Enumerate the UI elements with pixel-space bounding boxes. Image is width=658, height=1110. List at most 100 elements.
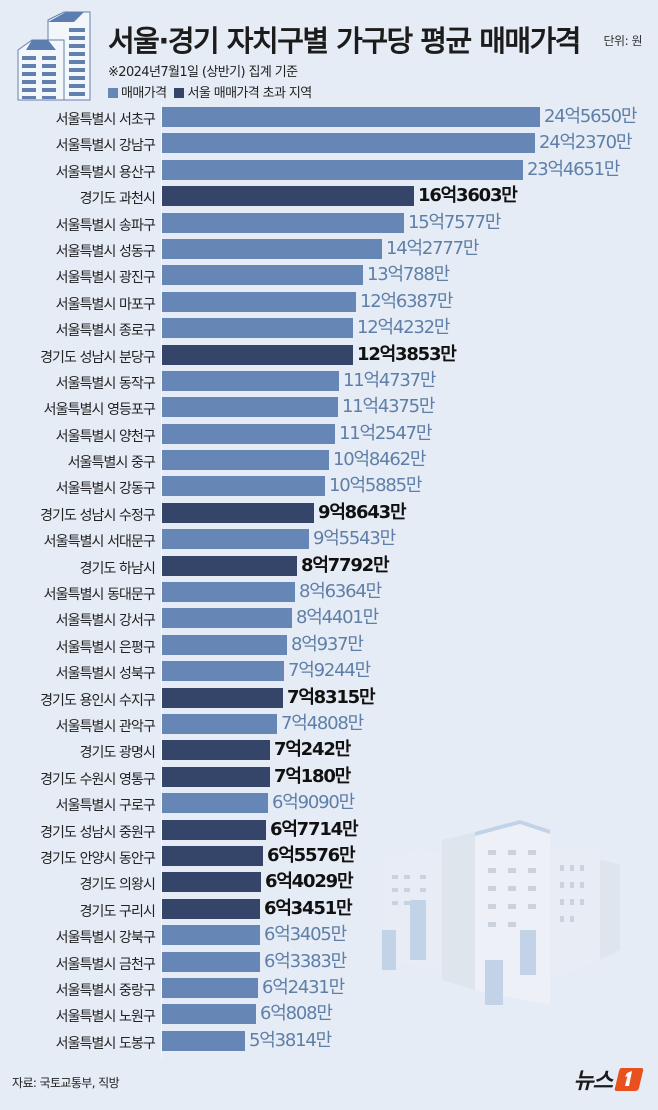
- bar: [162, 582, 295, 603]
- category-label: 서울특별시 송파구: [55, 217, 156, 234]
- bar-row: 경기도 의왕시 6억4029만: [0, 872, 658, 898]
- value-label: 12억4232만: [357, 317, 450, 339]
- category-label: 서울특별시 종로구: [55, 323, 156, 340]
- category-label: 서울특별시 광진구: [55, 270, 156, 287]
- value-label: 13억788만: [367, 264, 450, 286]
- category-label: 서울특별시 용산구: [55, 164, 156, 181]
- value-label: 7억9244만: [288, 660, 371, 682]
- category-label: 서울특별시 은평구: [55, 639, 156, 656]
- category-label: 서울특별시 성동구: [55, 243, 156, 260]
- value-label: 23억4651만: [527, 158, 620, 180]
- background-buildings-icon: [382, 820, 620, 1005]
- bar: [162, 687, 283, 708]
- bar-row: 서울특별시 동작구 11억4737만: [0, 369, 658, 397]
- legend-swatch-icon: [108, 88, 118, 98]
- bar: [162, 476, 325, 497]
- category-label: 서울특별시 노원구: [55, 1009, 156, 1026]
- bar-row: 서울특별시 금천구 6억3383만: [0, 950, 658, 978]
- bar: [162, 450, 329, 471]
- bar-row: 서울특별시 성동구 14억2777만: [0, 238, 658, 265]
- bar-row: 경기도 구리시 6억3451만: [0, 897, 658, 925]
- bar-row: 서울특별시 서대문구 9억5543만: [0, 529, 658, 555]
- bar-row: 경기도 수원시 영통구 7억180만: [0, 765, 658, 793]
- chart-title: 서울·경기 자치구별 가구당 평균 매매가격: [108, 24, 581, 58]
- category-label: 서울특별시 금천구: [55, 956, 156, 973]
- bar-row: 경기도 성남시 분당구 12억3853만: [0, 343, 658, 371]
- value-label: 6억5576만: [267, 844, 356, 866]
- bar-row: 경기도 과천시 16억3603만: [0, 186, 658, 212]
- category-label: 서울특별시 중구: [67, 455, 156, 472]
- bar: [162, 186, 414, 207]
- value-label: 8억6364만: [299, 581, 382, 603]
- category-label: 서울특별시 영등포구: [43, 402, 156, 419]
- bar: [162, 608, 292, 629]
- bar: [162, 529, 309, 550]
- category-label: 서울특별시 서초구: [55, 112, 156, 128]
- legend-item-seoul: 매매가격: [108, 82, 167, 101]
- category-label: 서울특별시 강서구: [55, 613, 156, 630]
- category-label: 서울특별시 관악구: [55, 718, 156, 735]
- legend: 매매가격 서울 매매가격 초과 지역: [108, 82, 312, 101]
- value-label: 8억7792만: [301, 554, 390, 576]
- bar-row: 서울특별시 송파구 15억7577만: [0, 212, 658, 239]
- bar-row: 경기도 안양시 동안구 6억5576만: [0, 844, 658, 872]
- value-label: 11억2547만: [339, 422, 432, 444]
- bar: [162, 291, 356, 312]
- value-label: 6억3405만: [264, 924, 347, 946]
- value-label: 6억7714만: [270, 818, 359, 840]
- bar: [162, 107, 540, 127]
- category-label: 서울특별시 동작구: [55, 375, 156, 392]
- bar: [162, 634, 287, 655]
- bar-row: 경기도 성남시 중원구 6억7714만: [0, 818, 658, 846]
- bar-row: 경기도 용인시 수지구 7억8315만: [0, 687, 658, 714]
- bar: [162, 1004, 256, 1025]
- category-label: 경기도 의왕시: [79, 877, 156, 894]
- bar-row: 서울특별시 성북구 7억9244만: [0, 661, 658, 687]
- category-label: 경기도 성남시 중원구: [40, 824, 156, 841]
- bar-row: 서울특별시 동대문구 8억6364만: [0, 582, 658, 608]
- bar-row: 서울특별시 광진구 13억788만: [0, 265, 658, 291]
- value-label: 8억937만: [291, 633, 364, 655]
- value-label: 12억3853만: [357, 343, 457, 365]
- category-label: 서울특별시 서대문구: [43, 534, 156, 551]
- bar: [162, 793, 268, 814]
- category-label: 서울특별시 동대문구: [43, 587, 156, 604]
- bar: [162, 397, 338, 418]
- value-label: 6억3451만: [264, 897, 353, 919]
- bar: [162, 265, 363, 286]
- bar: [162, 423, 335, 444]
- value-label: 5억3814만: [249, 1029, 332, 1051]
- bar-row: 서울특별시 중랑구 6억2431만: [0, 977, 658, 1004]
- bar: [162, 872, 261, 893]
- bar: [162, 212, 404, 233]
- chart-subtitle: ※2024년7월1일 (상반기) 집계 기준: [108, 65, 298, 80]
- value-label: 6억3383만: [264, 950, 347, 972]
- bar: [162, 159, 523, 180]
- bar-row: 서울특별시 용산구 23억4651만: [0, 158, 658, 186]
- bar: [162, 344, 353, 365]
- category-label: 경기도 성남시 수정구: [40, 507, 156, 524]
- value-label: 7억242만: [274, 739, 351, 761]
- bar-row: 경기도 광명시 7억242만: [0, 740, 658, 766]
- bar: [162, 661, 284, 682]
- category-label: 서울특별시 강남구: [55, 138, 156, 155]
- logo-text: 뉴스: [573, 1069, 613, 1094]
- bar-row: 서울특별시 강서구 8억4401만: [0, 608, 658, 634]
- value-label: 7억180만: [274, 765, 351, 787]
- category-label: 경기도 하남시: [79, 560, 156, 577]
- bar-row: 서울특별시 도봉구 5억3814만: [0, 1029, 658, 1057]
- category-label: 서울특별시 강동구: [55, 481, 156, 498]
- bar: [162, 370, 339, 391]
- bar: [162, 819, 266, 840]
- bar-row: 서울특별시 노원구 6억808만: [0, 1004, 658, 1030]
- value-label: 9억5543만: [313, 528, 396, 550]
- value-label: 8억4401만: [296, 607, 379, 629]
- category-label: 서울특별시 성북구: [55, 666, 156, 683]
- bar-row: 서울특별시 서초구 24억5650만: [0, 107, 658, 133]
- category-label: 경기도 과천시: [79, 191, 156, 208]
- bar: [162, 713, 277, 734]
- bar-row: 서울특별시 영등포구 11억4375만: [0, 397, 658, 423]
- category-label: 서울특별시 중랑구: [55, 982, 156, 999]
- value-label: 11억4737만: [343, 369, 436, 391]
- category-label: 서울특별시 도봉구: [55, 1035, 156, 1052]
